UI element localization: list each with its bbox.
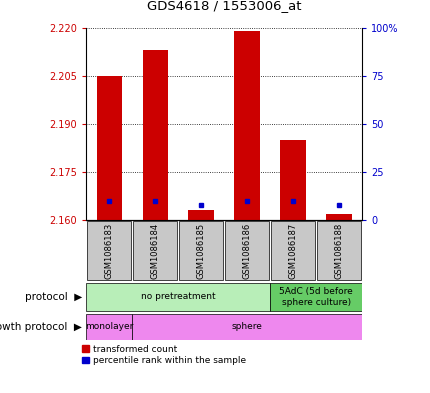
Bar bbox=[270, 283, 361, 311]
Text: 5AdC (5d before
sphere culture): 5AdC (5d before sphere culture) bbox=[279, 287, 352, 307]
Bar bbox=[188, 211, 213, 220]
Bar bbox=[86, 283, 270, 311]
Text: GSM1086186: GSM1086186 bbox=[242, 222, 251, 279]
Bar bbox=[86, 314, 132, 340]
Bar bbox=[178, 221, 223, 280]
Bar bbox=[316, 221, 360, 280]
Bar bbox=[87, 221, 131, 280]
Bar bbox=[132, 314, 361, 340]
Text: GSM1086188: GSM1086188 bbox=[334, 222, 343, 279]
Text: monolayer: monolayer bbox=[85, 322, 133, 331]
Text: protocol  ▶: protocol ▶ bbox=[25, 292, 82, 302]
Legend: transformed count, percentile rank within the sample: transformed count, percentile rank withi… bbox=[82, 345, 246, 365]
Text: GSM1086184: GSM1086184 bbox=[150, 222, 159, 279]
Text: no pretreatment: no pretreatment bbox=[141, 292, 215, 301]
Text: growth protocol  ▶: growth protocol ▶ bbox=[0, 321, 82, 332]
Text: GSM1086185: GSM1086185 bbox=[196, 222, 205, 279]
Bar bbox=[224, 221, 269, 280]
Text: GDS4618 / 1553006_at: GDS4618 / 1553006_at bbox=[147, 0, 301, 12]
Bar bbox=[280, 140, 305, 220]
Bar bbox=[133, 221, 177, 280]
Text: GSM1086187: GSM1086187 bbox=[288, 222, 297, 279]
Bar bbox=[270, 221, 314, 280]
Bar bbox=[234, 31, 259, 220]
Text: GSM1086183: GSM1086183 bbox=[104, 222, 114, 279]
Bar bbox=[96, 76, 122, 220]
Bar bbox=[326, 214, 351, 220]
Text: sphere: sphere bbox=[231, 322, 262, 331]
Bar bbox=[142, 50, 167, 220]
